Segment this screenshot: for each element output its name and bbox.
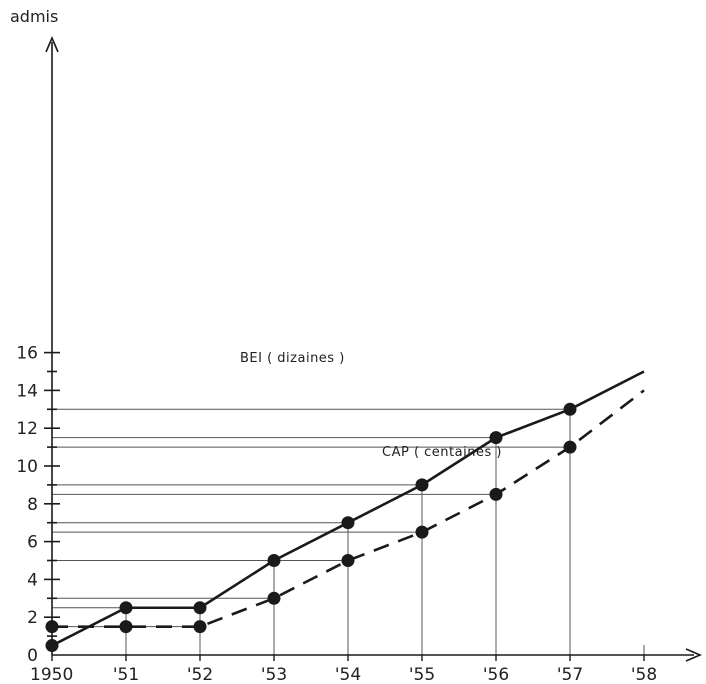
y-tick-label: 2	[27, 608, 38, 628]
data-point-cap	[415, 525, 429, 539]
data-point-bei	[45, 639, 59, 653]
x-axis-arrow	[685, 648, 703, 662]
data-point-bei	[563, 402, 577, 416]
labels: 0 2 4 6 8 10 12 14 16 1950 '51 '52 '53 '54 '55 '56 '57 '5…	[10, 7, 657, 684]
series-label-bei: BEI ( dizaines )	[240, 351, 345, 366]
y-axis-arrow	[45, 35, 59, 53]
x-tick-label: '55	[409, 665, 435, 684]
data-point-cap	[489, 487, 503, 501]
x-tick-label: '56	[483, 665, 509, 684]
y-tick-label: 14	[16, 381, 38, 401]
data-point-cap	[193, 620, 207, 634]
x-tick-label: '58	[631, 665, 657, 684]
x-tick-label: '52	[187, 665, 213, 684]
x-tick-label: 1950	[30, 665, 73, 684]
x-tick-label: '57	[557, 665, 583, 684]
data-point-cap	[563, 440, 577, 454]
y-tick-label: 12	[16, 419, 38, 439]
data-point-bei	[489, 431, 503, 445]
data-point-bei	[119, 601, 133, 615]
y-tick-label: 6	[27, 533, 38, 553]
y-tick-label: 0	[27, 646, 38, 666]
x-tick-label: '54	[335, 665, 361, 684]
data-point-bei	[193, 601, 207, 615]
x-tick-label: '51	[113, 665, 139, 684]
data-points	[45, 402, 577, 653]
data-point-cap	[267, 591, 281, 605]
data-point-bei	[341, 516, 355, 530]
y-axis-title: admis	[10, 7, 58, 26]
grid-lines	[52, 408, 645, 655]
data-point-cap	[45, 620, 59, 634]
x-tick-label: '53	[261, 665, 287, 684]
series-label-cap: CAP ( centaines )	[382, 445, 502, 460]
y-tick-label: 4	[27, 570, 38, 590]
data-point-bei	[415, 478, 429, 492]
data-point-bei	[267, 554, 281, 567]
y-tick-label: 10	[16, 457, 38, 477]
series-line-cap	[52, 389, 645, 628]
axes	[44, 35, 703, 662]
data-point-cap	[119, 620, 133, 634]
y-tick-label: 16	[16, 344, 38, 364]
y-tick-label: 8	[27, 495, 38, 515]
data-point-cap	[341, 554, 355, 567]
